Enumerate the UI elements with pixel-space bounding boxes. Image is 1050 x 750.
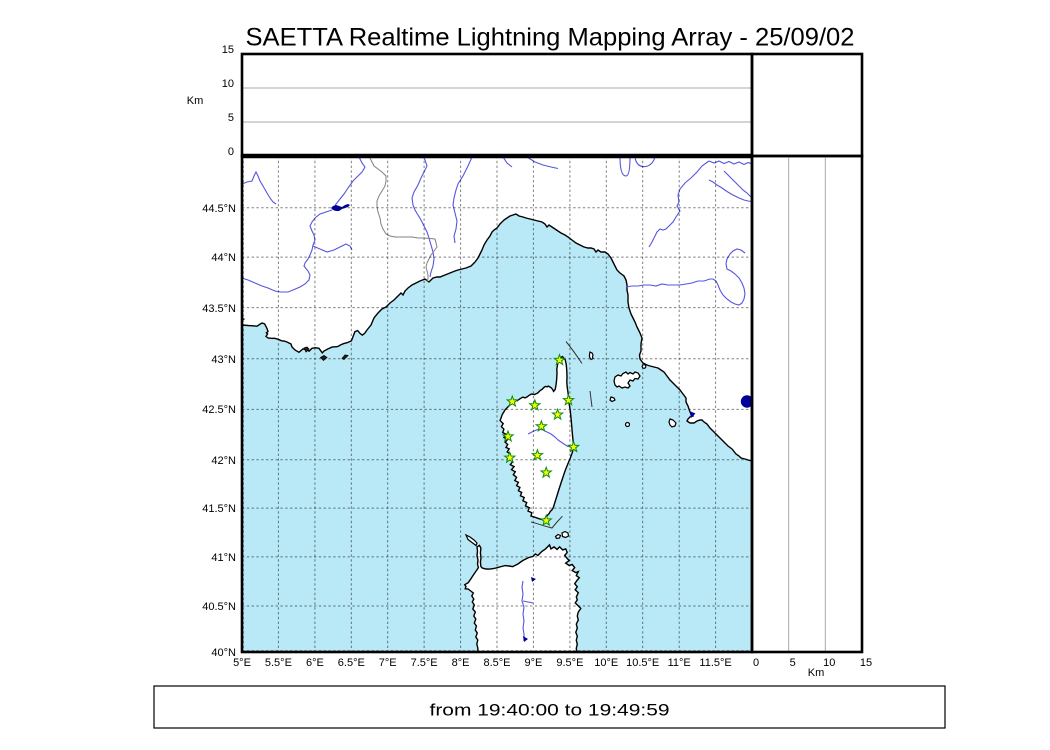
svg-text:41°N: 41°N — [211, 552, 236, 564]
svg-text:SAETTA Realtime Lightning Mapp: SAETTA Realtime Lightning Mapping Array … — [246, 24, 855, 52]
svg-text:0: 0 — [228, 146, 234, 158]
svg-text:11.5°E: 11.5°E — [699, 657, 731, 669]
svg-text:8°E: 8°E — [452, 657, 470, 669]
svg-text:9°E: 9°E — [524, 657, 542, 669]
svg-text:Km: Km — [808, 667, 825, 679]
svg-text:7°E: 7°E — [379, 657, 397, 669]
svg-text:10: 10 — [222, 78, 234, 90]
svg-text:5: 5 — [790, 657, 796, 669]
svg-text:43°N: 43°N — [211, 354, 236, 366]
svg-text:6.5°E: 6.5°E — [338, 657, 365, 669]
svg-text:11°E: 11°E — [668, 657, 691, 669]
svg-text:42.5°N: 42.5°N — [202, 404, 236, 416]
svg-text:7.5°E: 7.5°E — [411, 657, 438, 669]
svg-text:44°N: 44°N — [211, 252, 236, 264]
svg-text:8.5°E: 8.5°E — [483, 657, 510, 669]
svg-text:40.5°N: 40.5°N — [202, 601, 236, 613]
svg-text:5: 5 — [228, 112, 234, 124]
svg-text:40°N: 40°N — [211, 647, 236, 659]
svg-text:15: 15 — [222, 44, 234, 56]
svg-text:Km: Km — [187, 95, 204, 107]
svg-text:43.5°N: 43.5°N — [202, 303, 236, 315]
svg-text:5°E: 5°E — [233, 657, 251, 669]
svg-text:10.5°E: 10.5°E — [626, 657, 659, 669]
svg-text:41.5°N: 41.5°N — [202, 503, 236, 515]
svg-text:9.5°E: 9.5°E — [556, 657, 583, 669]
svg-text:0: 0 — [753, 657, 759, 669]
svg-text:44.5°N: 44.5°N — [202, 203, 236, 215]
svg-text:10: 10 — [823, 657, 835, 669]
svg-text:from 19:40:00 to 19:49:59: from 19:40:00 to 19:49:59 — [430, 702, 670, 720]
svg-text:42°N: 42°N — [211, 455, 236, 467]
svg-text:10°E: 10°E — [594, 657, 618, 669]
svg-text:15: 15 — [860, 657, 872, 669]
svg-text:6°E: 6°E — [306, 657, 324, 669]
svg-text:5.5°E: 5.5°E — [265, 657, 292, 669]
